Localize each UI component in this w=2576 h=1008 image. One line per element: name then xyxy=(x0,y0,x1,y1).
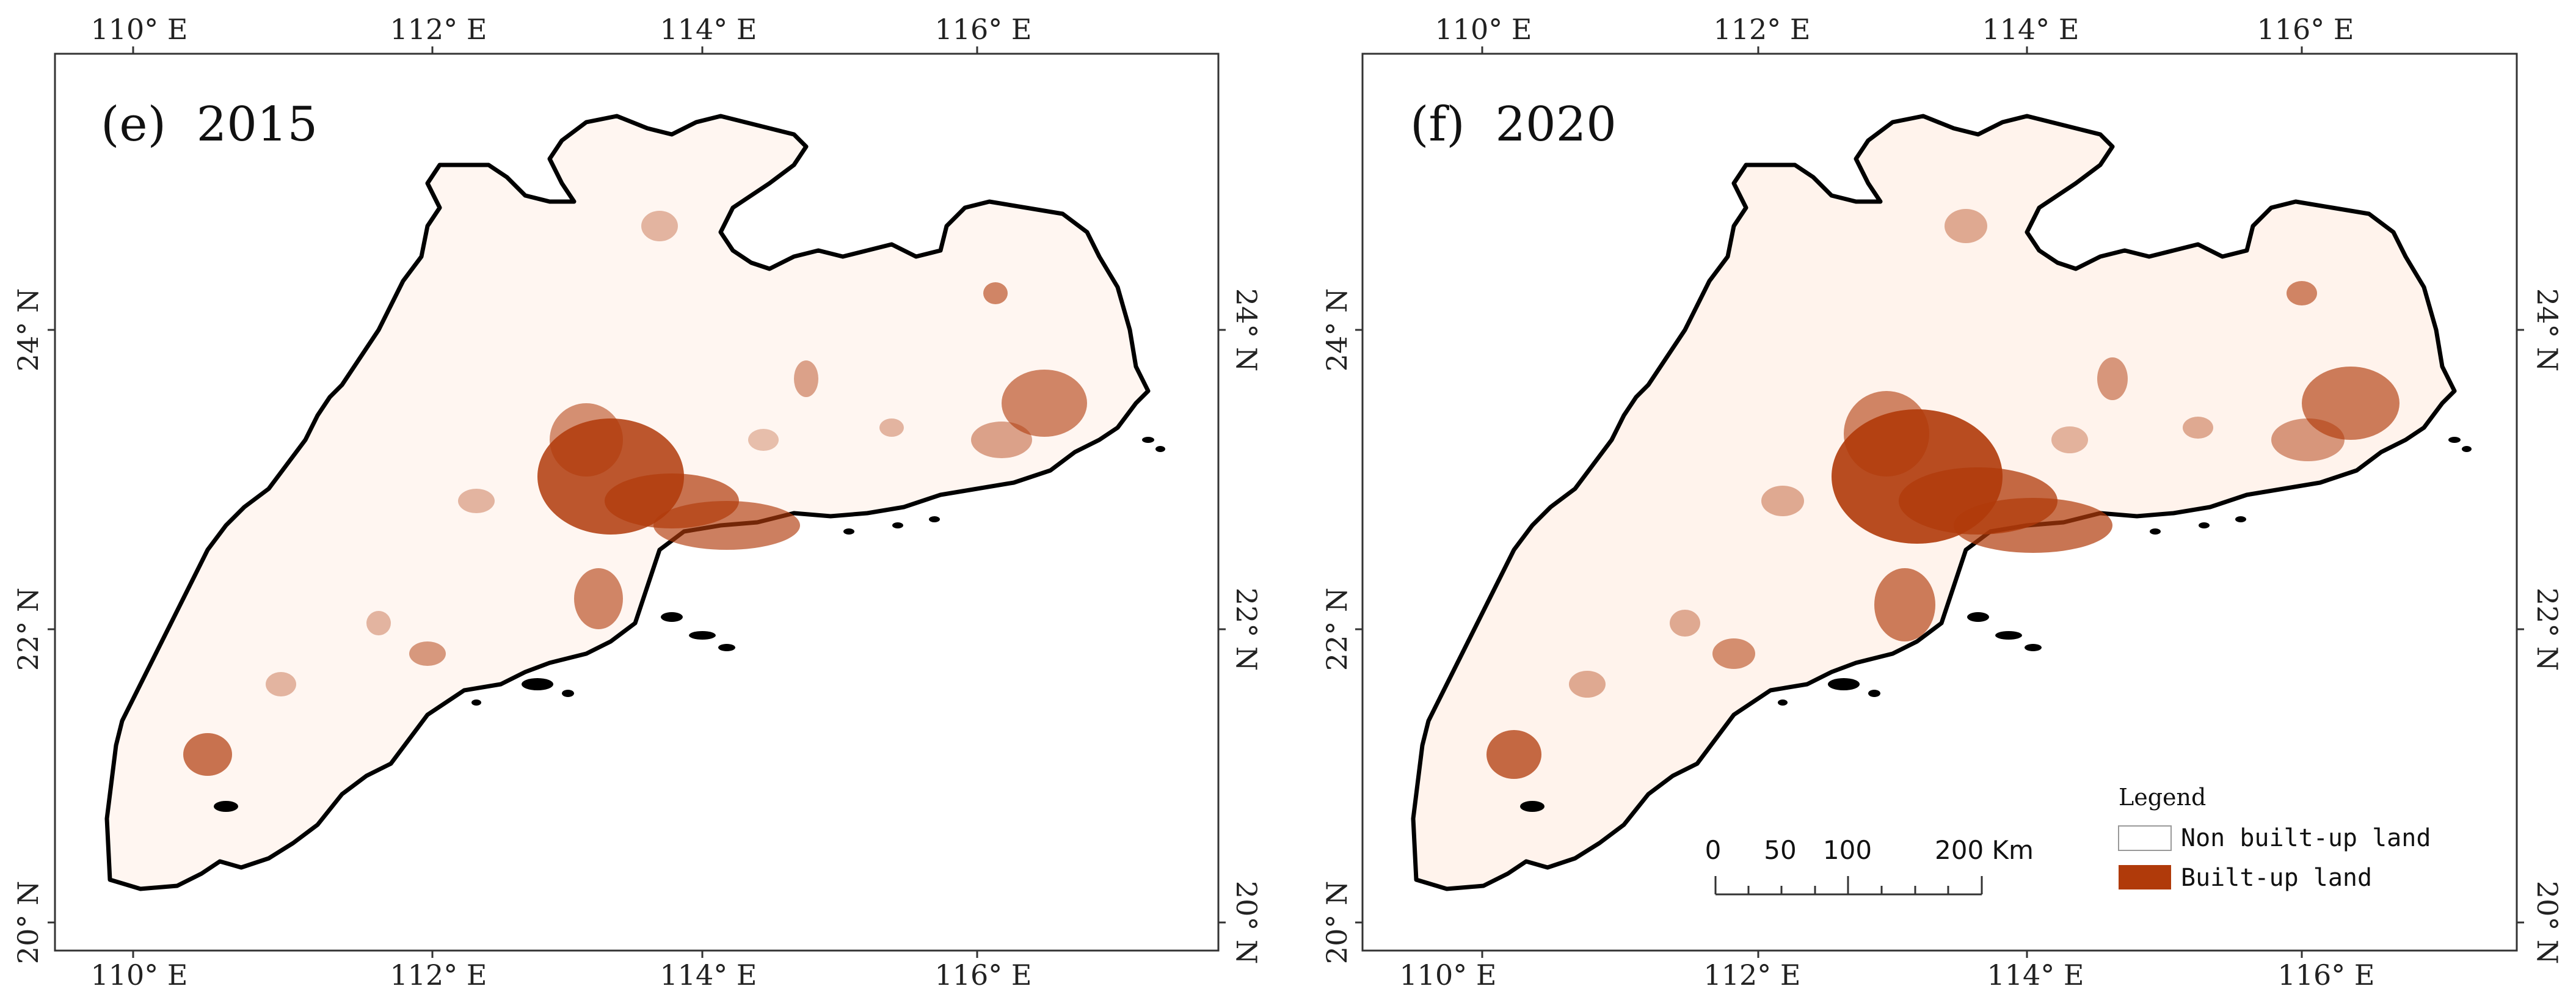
legend-swatch-built-up xyxy=(2119,865,2171,889)
ticks xyxy=(1355,46,2524,958)
lon-label-top: 116° E xyxy=(934,13,1031,46)
lon-label-bottom: 114° E xyxy=(1987,959,2084,992)
legend-swatch-non-built-up xyxy=(2118,825,2172,851)
map-panel-e: 110° E 112° E 114° E 116° E 110° E 112° … xyxy=(12,13,1263,992)
scale-label: 100 xyxy=(1823,835,1872,865)
lat-label-left: 22° N xyxy=(12,588,45,671)
legend-label-non-built-up: Non built-up land xyxy=(2181,824,2431,852)
lat-label-left: 20° N xyxy=(1320,881,1353,964)
lat-label-right: 24° N xyxy=(1230,288,1263,371)
lon-label-bottom: 110° E xyxy=(1399,959,1496,992)
built-up-clusters xyxy=(1486,209,2400,779)
lat-label-left: 24° N xyxy=(12,288,45,371)
lat-label-right: 24° N xyxy=(2531,288,2564,371)
panel-title: (f) 2020 xyxy=(1410,97,1617,152)
lon-label-top: 110° E xyxy=(90,13,187,46)
lon-label-top: 112° E xyxy=(390,13,487,46)
lon-label-bottom: 112° E xyxy=(1703,959,1800,992)
ticks xyxy=(48,46,1226,958)
lon-label-bottom: 112° E xyxy=(390,959,487,992)
lon-label-bottom: 116° E xyxy=(934,959,1031,992)
lat-label-left: 22° N xyxy=(1320,588,1353,671)
islands xyxy=(214,437,1165,812)
lon-label-bottom: 110° E xyxy=(90,959,187,992)
lat-label-left: 20° N xyxy=(12,881,45,964)
scale-label: 50 xyxy=(1764,835,1796,865)
built-up-clusters xyxy=(183,211,1087,776)
lat-label-right: 20° N xyxy=(1230,881,1263,964)
lon-label-top: 116° E xyxy=(2257,13,2354,46)
lon-label-bottom: 114° E xyxy=(660,959,757,992)
islands xyxy=(1520,437,2472,812)
lat-label-right: 20° N xyxy=(2531,881,2564,964)
map-figure-f: 110° E 112° E 114° E 116° E 110° E 112° … xyxy=(1320,13,2564,992)
lon-label-top: 112° E xyxy=(1713,13,1810,46)
legend: Legend Non built-up land Built-up land xyxy=(2118,784,2431,892)
scale-bar: 0 50 100 200 Km xyxy=(1705,835,2034,896)
lon-label-bottom: 116° E xyxy=(2277,959,2374,992)
legend-label-built-up: Built-up land xyxy=(2181,864,2372,892)
lon-label-top: 110° E xyxy=(1435,13,1532,46)
map-panel-f: 110° E 112° E 114° E 116° E 110° E 112° … xyxy=(1288,0,2576,1008)
scale-label: 200 Km xyxy=(1935,835,2034,865)
map-figure-e: 110° E 112° E 114° E 116° E 110° E 112° … xyxy=(12,13,1263,992)
lat-label-right: 22° N xyxy=(1230,588,1263,671)
lon-label-top: 114° E xyxy=(1982,13,2079,46)
panel-title: (e) 2015 xyxy=(101,97,318,152)
legend-title: Legend xyxy=(2119,784,2206,811)
lon-label-top: 114° E xyxy=(660,13,757,46)
scale-label: 0 xyxy=(1705,835,1722,865)
lat-label-left: 24° N xyxy=(1320,288,1353,371)
lat-label-right: 22° N xyxy=(2531,588,2564,671)
